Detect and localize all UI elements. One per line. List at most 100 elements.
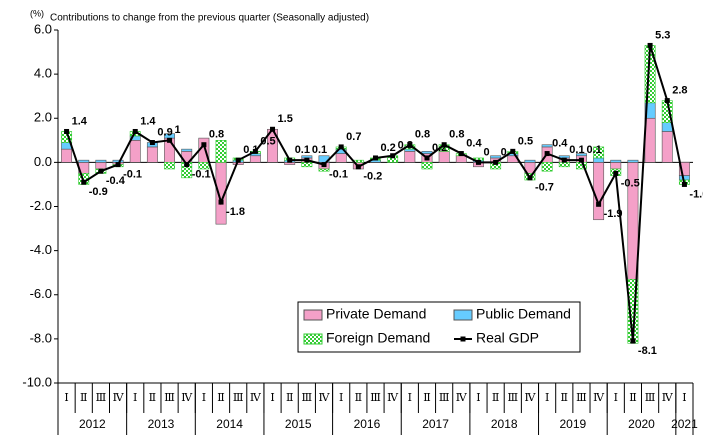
bar-segment: [95, 162, 107, 170]
chart-title: Contributions to change from the previou…: [50, 13, 369, 24]
line-marker: [252, 148, 258, 154]
bar-segment: [198, 162, 210, 170]
year-label: 2014: [216, 417, 243, 431]
data-label: 0.4: [552, 137, 568, 149]
line-marker: [218, 199, 224, 205]
x-tick-label: Ⅲ: [96, 391, 107, 404]
bar-segment: [404, 151, 416, 163]
unit-label: (%): [30, 8, 44, 18]
line-marker: [98, 168, 104, 174]
line-marker: [596, 201, 602, 207]
bar-segment: [593, 157, 605, 163]
x-tick-label: Ⅳ: [387, 391, 399, 404]
y-tick-label: 2.0: [34, 110, 52, 125]
bar-segment: [661, 122, 673, 132]
y-tick-label: -4.0: [30, 242, 52, 257]
year-label: 2018: [491, 417, 518, 431]
x-tick-label: Ⅲ: [370, 391, 381, 404]
x-tick-label: Ⅳ: [593, 391, 605, 404]
bar-segment: [421, 162, 433, 170]
line-marker: [441, 142, 447, 148]
x-tick-label: Ⅰ: [614, 391, 618, 404]
data-label: 0.1: [586, 144, 601, 156]
x-tick-label: Ⅰ: [682, 391, 686, 404]
bar-segment: [455, 155, 467, 163]
x-tick-label: Ⅰ: [408, 391, 412, 404]
data-label: 0: [501, 146, 507, 158]
data-label: 0.9: [157, 126, 172, 138]
year-label: 2016: [354, 417, 381, 431]
bar-segment: [146, 146, 158, 163]
bar-segment: [490, 155, 502, 159]
data-label: -0.7: [535, 182, 554, 194]
line-marker: [184, 162, 190, 168]
bar-segment: [318, 168, 330, 172]
data-label: 0.2: [381, 142, 396, 154]
data-label: -0.1: [192, 168, 211, 180]
x-tick-label: Ⅳ: [319, 391, 331, 404]
line-marker: [149, 140, 155, 146]
x-tick-label: Ⅰ: [133, 391, 137, 404]
bar-segment: [593, 162, 605, 221]
x-tick-label: Ⅰ: [476, 391, 480, 404]
x-tick-label: Ⅲ: [576, 391, 587, 404]
x-tick-label: Ⅳ: [113, 391, 125, 404]
x-tick-label: Ⅰ: [545, 391, 549, 404]
line-marker: [630, 338, 636, 344]
line-marker: [287, 157, 293, 163]
x-tick-label: Ⅲ: [164, 391, 175, 404]
line-marker: [647, 42, 653, 48]
line-marker: [81, 179, 87, 185]
data-label: 0.7: [346, 131, 361, 143]
x-tick-label: Ⅰ: [270, 391, 274, 404]
data-label: -1.8: [226, 206, 245, 218]
bar-segment: [661, 131, 673, 163]
bar-segment: [644, 117, 656, 163]
bar-segment: [284, 162, 296, 165]
data-label: 0.5: [260, 135, 275, 147]
x-tick-label: Ⅰ: [64, 391, 68, 404]
line-marker: [527, 175, 533, 181]
line-marker: [493, 159, 499, 165]
data-label: 0.5: [518, 135, 533, 147]
bar-segment: [61, 148, 73, 163]
bar-segment: [301, 162, 313, 168]
bar-segment: [678, 175, 690, 181]
bar-segment: [181, 148, 193, 152]
line-marker: [355, 164, 361, 170]
line-marker: [115, 162, 121, 168]
bar-segment: [610, 159, 622, 163]
bar-segment: [558, 155, 570, 159]
x-tick-label: Ⅳ: [524, 391, 536, 404]
data-label: 0.8: [209, 129, 224, 141]
data-label: 0.1: [295, 144, 310, 156]
data-label: -0.1: [329, 168, 348, 180]
data-label: 0.8: [449, 129, 464, 141]
line-marker: [390, 153, 396, 159]
data-label: -0.5: [621, 177, 640, 189]
x-tick-label: Ⅱ: [286, 391, 293, 404]
year-label: 2019: [560, 417, 587, 431]
line-marker: [321, 162, 327, 168]
x-tick-label: Ⅱ: [629, 391, 636, 404]
legend-label: Private Demand: [326, 306, 426, 322]
year-label: 2021: [671, 417, 698, 431]
y-tick-label: 0.0: [34, 154, 52, 169]
legend-swatch: [303, 309, 323, 321]
bar-segment: [215, 140, 227, 163]
bar-segment: [78, 159, 90, 163]
y-tick-label: 4.0: [34, 66, 52, 81]
line-marker: [167, 137, 173, 143]
x-tick-label: Ⅲ: [507, 391, 518, 404]
legend-label: Public Demand: [476, 306, 571, 322]
bar-segment: [541, 144, 553, 148]
x-tick-label: Ⅳ: [456, 391, 468, 404]
bar-segment: [421, 151, 433, 154]
x-tick-label: Ⅱ: [561, 391, 568, 404]
data-label: -0.9: [89, 186, 108, 198]
x-tick-label: Ⅱ: [355, 391, 362, 404]
data-label: -0.4: [106, 175, 126, 187]
legend-label: Foreign Demand: [326, 330, 430, 346]
